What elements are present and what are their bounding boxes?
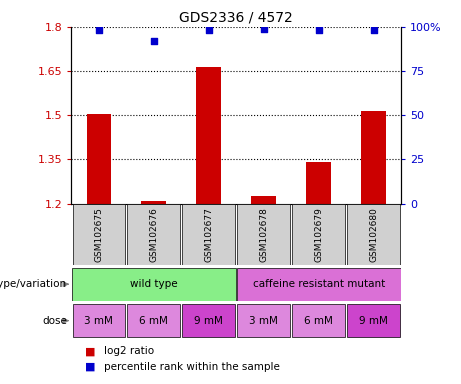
Text: genotype/variation: genotype/variation bbox=[0, 279, 67, 289]
Bar bbox=[142, 200, 166, 204]
FancyBboxPatch shape bbox=[183, 204, 235, 265]
FancyBboxPatch shape bbox=[292, 304, 345, 337]
Text: percentile rank within the sample: percentile rank within the sample bbox=[104, 362, 280, 372]
Bar bbox=[196, 66, 221, 204]
Bar bbox=[251, 196, 276, 204]
Text: GSM102679: GSM102679 bbox=[314, 207, 323, 262]
FancyBboxPatch shape bbox=[292, 204, 345, 265]
Text: 9 mM: 9 mM bbox=[195, 316, 223, 326]
FancyBboxPatch shape bbox=[72, 204, 125, 265]
Text: caffeine resistant mutant: caffeine resistant mutant bbox=[253, 279, 385, 289]
Title: GDS2336 / 4572: GDS2336 / 4572 bbox=[179, 10, 293, 24]
Text: 6 mM: 6 mM bbox=[304, 316, 333, 326]
FancyBboxPatch shape bbox=[183, 304, 235, 337]
Point bbox=[260, 26, 267, 32]
Bar bbox=[361, 111, 386, 204]
Text: ■: ■ bbox=[85, 346, 96, 356]
FancyBboxPatch shape bbox=[237, 304, 290, 337]
Text: GSM102680: GSM102680 bbox=[369, 207, 378, 262]
Point bbox=[205, 27, 213, 33]
FancyBboxPatch shape bbox=[128, 304, 180, 337]
Text: GSM102678: GSM102678 bbox=[259, 207, 268, 262]
FancyBboxPatch shape bbox=[237, 204, 290, 265]
Text: GSM102676: GSM102676 bbox=[149, 207, 159, 262]
FancyBboxPatch shape bbox=[347, 304, 400, 337]
Text: 3 mM: 3 mM bbox=[84, 316, 113, 326]
Text: GSM102677: GSM102677 bbox=[204, 207, 213, 262]
FancyBboxPatch shape bbox=[347, 204, 400, 265]
Text: 3 mM: 3 mM bbox=[249, 316, 278, 326]
Text: GSM102675: GSM102675 bbox=[95, 207, 103, 262]
FancyBboxPatch shape bbox=[128, 204, 180, 265]
Point bbox=[150, 38, 158, 44]
Text: 9 mM: 9 mM bbox=[359, 316, 388, 326]
FancyBboxPatch shape bbox=[72, 304, 125, 337]
FancyBboxPatch shape bbox=[237, 268, 401, 301]
Point bbox=[370, 27, 377, 33]
Text: wild type: wild type bbox=[130, 279, 177, 289]
Text: 6 mM: 6 mM bbox=[139, 316, 168, 326]
Text: log2 ratio: log2 ratio bbox=[104, 346, 154, 356]
Bar bbox=[87, 114, 111, 204]
Point bbox=[95, 27, 103, 33]
FancyBboxPatch shape bbox=[72, 268, 236, 301]
Bar bbox=[306, 162, 331, 204]
Text: dose: dose bbox=[42, 316, 67, 326]
Point bbox=[315, 27, 322, 33]
Text: ■: ■ bbox=[85, 362, 96, 372]
